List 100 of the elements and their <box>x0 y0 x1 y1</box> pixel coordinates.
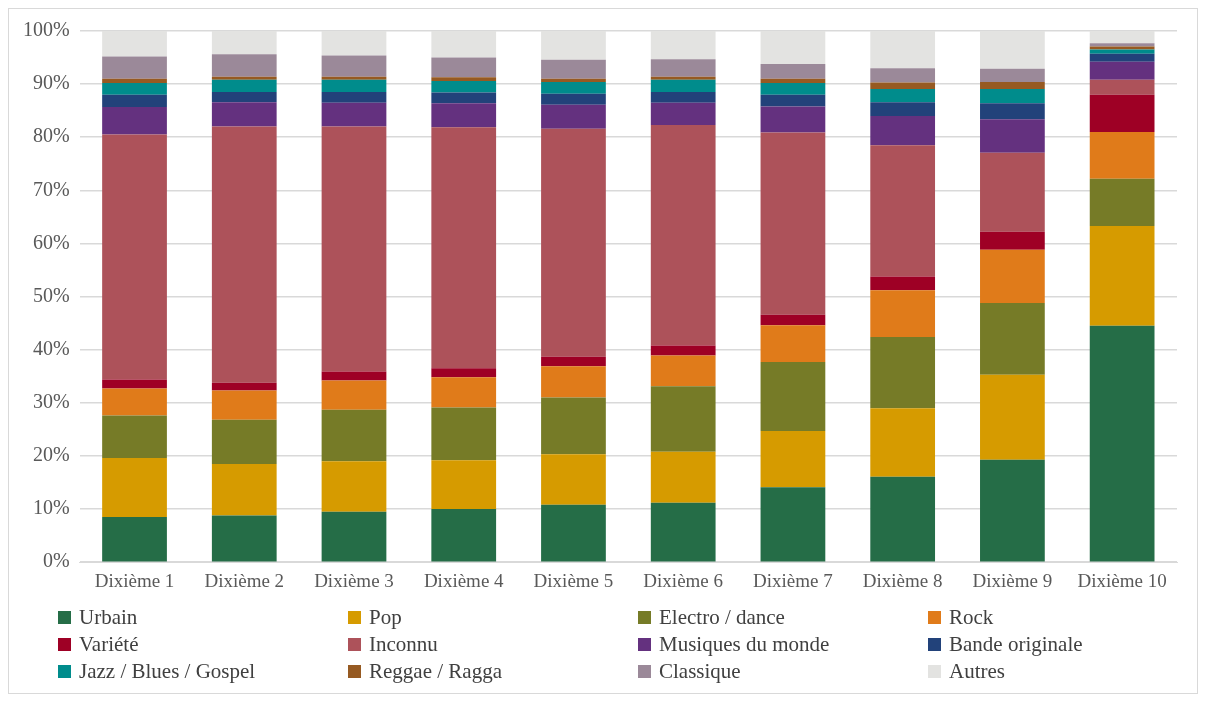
y-tick-label: 100% <box>22 18 70 41</box>
bar <box>431 509 497 562</box>
bar <box>650 386 716 452</box>
bar <box>211 79 277 93</box>
bar <box>1089 131 1155 179</box>
bar <box>102 78 167 84</box>
bar <box>102 458 167 518</box>
bar <box>541 78 606 82</box>
bar <box>321 371 387 381</box>
bar <box>870 408 936 477</box>
bar <box>650 102 716 126</box>
x-tick-label: Dixième 3 <box>314 569 394 591</box>
bar <box>760 325 826 362</box>
x-tick-label: Dixième 9 <box>972 569 1053 591</box>
bar <box>870 115 936 146</box>
bar <box>431 460 497 510</box>
legend-label: Bande originale <box>949 632 1083 657</box>
bar <box>980 249 1045 303</box>
bar <box>431 377 497 408</box>
bar <box>1089 49 1155 54</box>
bar <box>321 126 387 372</box>
bar <box>541 397 606 455</box>
bar <box>650 502 716 562</box>
bar <box>760 78 826 84</box>
bar <box>760 132 826 315</box>
bar <box>211 54 277 77</box>
bar <box>760 361 826 431</box>
bar <box>1089 178 1155 226</box>
bar <box>870 336 936 409</box>
x-tick-label: Dixième 2 <box>204 569 285 591</box>
bar <box>102 379 167 389</box>
bar <box>650 451 716 503</box>
y-tick-label: 20% <box>32 443 70 466</box>
bar <box>211 515 277 562</box>
bar <box>980 88 1045 104</box>
bar <box>760 314 826 326</box>
bar <box>650 79 716 93</box>
bar <box>1089 79 1155 95</box>
x-tick-label: Dixième 7 <box>753 569 833 591</box>
bar <box>541 454 606 505</box>
bar <box>431 407 497 461</box>
bar <box>321 79 387 93</box>
bar <box>1089 53 1155 62</box>
bar <box>102 56 167 79</box>
bar <box>1089 325 1155 562</box>
bar <box>102 134 167 380</box>
legend-label: Musiques du monde <box>659 632 830 657</box>
bar <box>321 511 387 562</box>
legend-label: Electro / dance <box>659 605 785 630</box>
legend-label: Autres <box>949 659 1005 684</box>
bar <box>650 345 716 356</box>
x-tick-label: Dixième 5 <box>533 569 614 591</box>
bar <box>211 382 277 391</box>
bar <box>980 119 1045 153</box>
bar <box>321 92 387 103</box>
bar <box>102 415 167 459</box>
bar <box>431 92 497 104</box>
bar <box>541 82 606 94</box>
bar <box>211 102 277 127</box>
bar <box>760 430 826 488</box>
y-tick-label: 90% <box>32 71 70 94</box>
bar <box>870 68 936 83</box>
bar <box>541 504 606 562</box>
x-tick-label: Dixième 8 <box>862 569 943 591</box>
bar <box>541 366 606 398</box>
bar <box>870 88 936 103</box>
x-tick-label: Dixième 10 <box>1077 569 1167 591</box>
bar <box>321 76 387 80</box>
bar <box>650 76 716 80</box>
y-tick-label: 10% <box>32 496 70 519</box>
bar <box>321 409 387 462</box>
bar <box>211 390 277 420</box>
bar <box>102 517 167 562</box>
bar <box>102 388 167 416</box>
y-tick-label: 0% <box>42 549 70 572</box>
y-tick-label: 50% <box>32 283 70 306</box>
bar <box>870 145 936 277</box>
y-tick-label: 40% <box>32 336 70 359</box>
bar <box>211 463 277 516</box>
bar <box>541 59 606 79</box>
bar <box>760 63 826 79</box>
bar <box>431 80 497 93</box>
bar <box>321 55 387 77</box>
bar <box>1089 61 1155 80</box>
bar <box>980 103 1045 120</box>
bar <box>321 461 387 512</box>
bar <box>102 106 167 135</box>
bar <box>980 152 1045 232</box>
bar <box>650 92 716 103</box>
bar <box>760 94 826 107</box>
bar <box>211 419 277 464</box>
legend-label: Rock <box>949 605 994 630</box>
bar <box>541 104 606 129</box>
bar <box>870 276 936 291</box>
bar <box>760 487 826 562</box>
bar <box>650 125 716 346</box>
bar <box>870 82 936 89</box>
bar <box>870 102 936 116</box>
bar <box>102 94 167 107</box>
x-tick-label: Dixième 1 <box>94 569 175 591</box>
